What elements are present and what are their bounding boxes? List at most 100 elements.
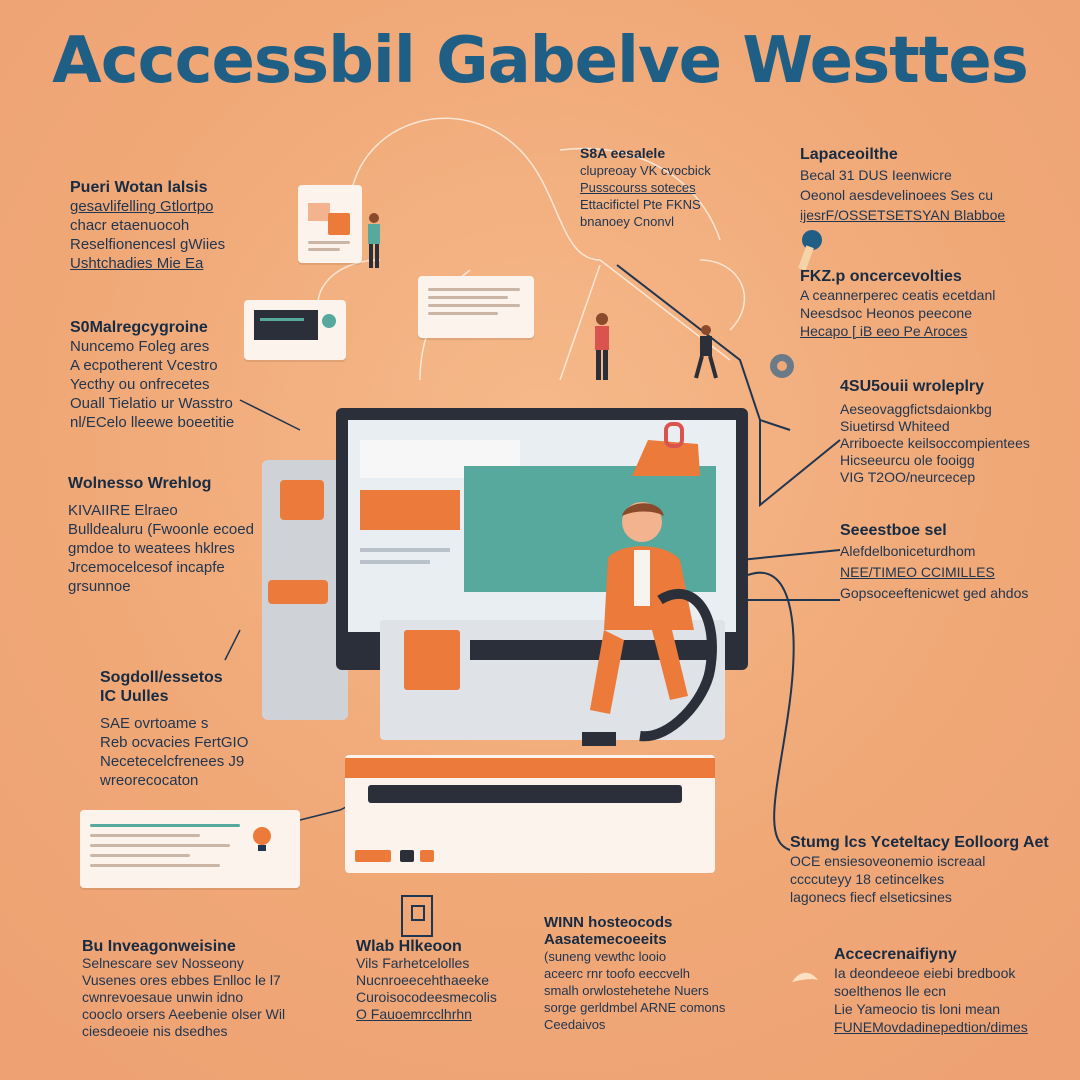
- block-heading: Wolnesso Wrehlog: [68, 475, 212, 492]
- text-block-mid-left: S0Malregcygroine Nuncemo Foleg ares A ec…: [70, 318, 234, 432]
- block-line: Arriboecte keilsoccompientees: [840, 435, 1030, 451]
- block-line: smalh orwlostehetehe Nuers: [544, 983, 709, 998]
- text-block-right-3: Seeestboe sel Alefdelboniceturdhom NEE/T…: [840, 520, 1028, 604]
- block-line: Ettacifictel Pte FKNS: [580, 197, 701, 212]
- block-line: Neesdsoc Heonos peecone: [800, 305, 973, 321]
- block-line: Vils Farhetcelolles: [356, 955, 470, 971]
- block-heading: FKZ.p oncercevolties: [800, 268, 962, 285]
- block-heading: Stumg lcs Yceteltacy Eolloorg Aet: [790, 834, 1049, 851]
- text-block-top-left: Pueri Wotan lalsis gesavlifelling Gtlort…: [70, 178, 225, 273]
- person-seated: [560, 500, 730, 760]
- block-heading: S0Malregcygroine: [70, 319, 208, 336]
- block-line: ciesdeoeie nis dsedhes: [82, 1023, 228, 1039]
- block-line: Lie Yameocio tis loni mean: [834, 1001, 1001, 1017]
- text-block-right-4: Stumg lcs Yceteltacy Eolloorg Aet OCE en…: [790, 834, 1049, 906]
- block-line: Reb ocvacies FertGIO: [100, 734, 249, 751]
- keyboard: [368, 785, 682, 803]
- block-line: NEE/TIMEO CCIMILLES: [840, 564, 995, 580]
- block-heading: IC Uulles: [100, 688, 169, 705]
- block-line: OCE ensiesoveonemio iscreaal: [790, 853, 986, 869]
- lightbulb-icon: [250, 825, 274, 855]
- person-figure-3: [692, 324, 720, 380]
- block-line: Necetecelcfrenees J9: [100, 753, 245, 770]
- block-line: nl/ECelo lleewe boeetitie: [70, 414, 235, 431]
- block-line: A ecpotherent Vcestro: [70, 357, 218, 374]
- text-block-right-1: FKZ.p oncercevolties A ceannerperec ceat…: [800, 268, 995, 340]
- block-line: Yecthy ou onfrecetes: [70, 376, 210, 393]
- block-line: Aeseovaggfictsdaionkbg: [840, 401, 992, 417]
- block-line: Nuncemo Foleg ares: [70, 338, 210, 355]
- block-line: wreorecocaton: [100, 772, 199, 789]
- block-line: Oeonol aesdevelinoees Ses cu: [800, 187, 994, 203]
- block-line: aceerc rnr toofo eeccvelh: [544, 966, 690, 981]
- block-line: Ouall Tielatio ur Wasstro: [70, 395, 233, 412]
- screen-orange-bar: [360, 490, 460, 530]
- tray-button-3: [420, 850, 434, 862]
- block-heading: Bu Inveagonweisine: [82, 938, 236, 955]
- text-block-bottom-2: Wlab Hlkeoon Vils Farhetcelolles Nucnroe…: [356, 938, 497, 1023]
- block-line: Hicseeurcu ole fooigg: [840, 452, 975, 468]
- block-line: Hecapo [ iB eeo Pe Aroces: [800, 323, 968, 339]
- block-line: sorge gerldmbel ARNE comons: [544, 1000, 726, 1015]
- block-heading: Accecrenaifiyny: [834, 946, 957, 963]
- info-card-top-left: [298, 185, 362, 263]
- info-card-center: [418, 276, 534, 338]
- block-line: O Fauoemrcclhrhn: [356, 1006, 472, 1022]
- block-line: ijesrF/OSSETSETSYAN Blabboe: [800, 207, 1006, 223]
- text-block-top-mid: S8A eesalele clupreoay VK cvocbick Pussc…: [580, 145, 711, 230]
- bird-icon: [790, 968, 820, 992]
- block-line: Vusenes ores ebbes Enlloc le l7: [82, 972, 281, 988]
- block-heading: Sogdoll/essetos: [100, 669, 223, 686]
- block-line: gmdoe to weatees hklres: [68, 540, 235, 557]
- tray-orange-stripe: [345, 758, 715, 778]
- text-block-bottom-4: Accecrenaifiyny Ia deondeeoe eiebi bredb…: [834, 946, 1028, 1036]
- text-block-left-2: Wolnesso Wrehlog KIVAIIRE Elraeo Bulldea…: [68, 474, 254, 596]
- block-line: KIVAIIRE Elraeo: [68, 502, 178, 519]
- text-block-right-2: 4SU5ouii wroleplry Aeseovaggfictsdaionkb…: [840, 378, 1030, 486]
- page-title: Acccessbil Gabelve Westtes: [52, 24, 1029, 98]
- bell-icon: [768, 352, 796, 380]
- block-line: Bulldealuru (Fwoonle ecoed: [68, 521, 254, 538]
- block-line: VIG T2OO/neurcecep: [840, 469, 976, 485]
- document-icon: [398, 892, 438, 940]
- block-line: Jrcemocelcesof incapfe: [68, 559, 225, 576]
- stand-block-dark: [470, 640, 710, 660]
- block-line: FUNEMovdadinepedtion/dimes: [834, 1019, 1028, 1035]
- text-block-left-3: Sogdoll/essetos IC Uulles SAE ovrtoame s…: [100, 668, 248, 790]
- block-line: (suneng vewthc looio: [544, 949, 667, 964]
- lock-icon: [628, 420, 704, 480]
- text-block-bottom-1: Bu Inveagonweisine Selnescare sev Nosseo…: [82, 938, 285, 1040]
- block-line: lagonecs fiecf elseticsines: [790, 889, 952, 905]
- block-line: Ia deondeeoe eiebi bredbook: [834, 965, 1016, 981]
- block-line: ccccuteyy 18 cetincelkes: [790, 871, 945, 887]
- block-line: chacr etaenuocoh: [70, 217, 190, 234]
- block-line: Siuetirsd Whiteed: [840, 418, 950, 434]
- text-block-top-right: Lapaceoilthe Becal 31 DUS Ieenwicre Oeon…: [800, 145, 1005, 225]
- block-heading: Lapaceoilthe: [800, 146, 898, 163]
- block-line: Becal 31 DUS Ieenwicre: [800, 167, 952, 183]
- stand-orange-left: [404, 630, 460, 690]
- block-line: grsunnoe: [68, 578, 131, 595]
- block-line: Selnescare sev Nosseony: [82, 955, 244, 971]
- block-line: cwnrevoesaue unwin idno: [82, 989, 244, 1005]
- machine-panel-2: [268, 580, 328, 604]
- block-heading: Seeestboe sel: [840, 522, 947, 539]
- block-heading: Pueri Wotan lalsis: [70, 179, 208, 196]
- block-line: Pusscourss soteces: [580, 180, 696, 195]
- block-line: clupreoay VK cvocbick: [580, 163, 711, 178]
- screen-content-line-2: [360, 560, 430, 564]
- block-line: SAE ovrtoame s: [100, 715, 209, 732]
- tray-button-1: [355, 850, 391, 862]
- block-line: Ceedaivos: [544, 1017, 606, 1032]
- block-line: Nucnroeecehthaeeke: [356, 972, 490, 988]
- block-line: Curoisocodeesmecolis: [356, 989, 497, 1005]
- screen-content-line-1: [360, 548, 450, 552]
- block-line: Gopsoceeftenicwet ged ahdos: [840, 585, 1029, 601]
- block-line: Ushtchadies Mie Ea: [70, 255, 204, 272]
- block-line: Reselfionencesl gWiies: [70, 236, 226, 253]
- block-line: A ceannerperec ceatis ecetdanl: [800, 287, 996, 303]
- machine-panel: [280, 480, 324, 520]
- block-line: cooclo orsers Aeebenie olser Wil: [82, 1006, 286, 1022]
- text-block-bottom-3: WINN hosteocods Aasatemecoeeits (suneng …: [544, 914, 725, 1033]
- wrench-icon: [792, 228, 826, 274]
